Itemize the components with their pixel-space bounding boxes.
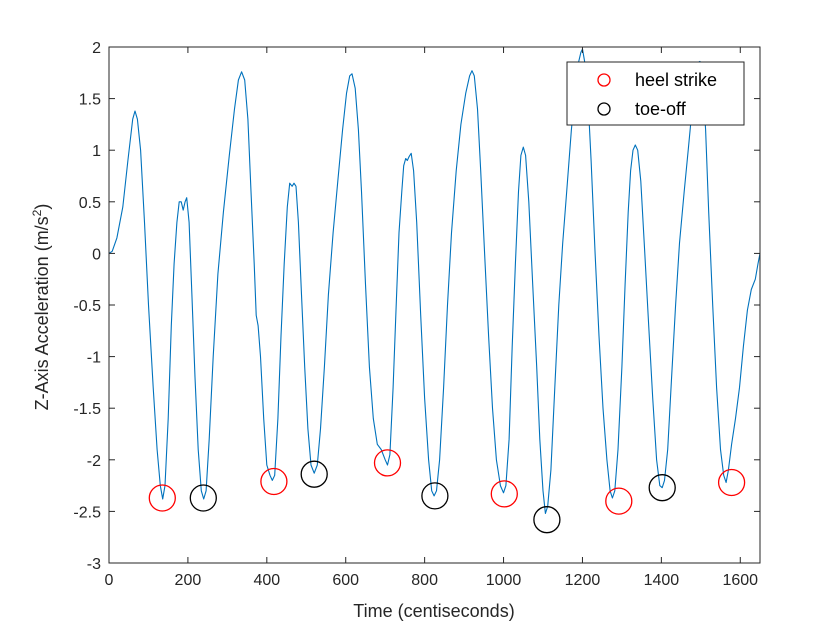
y-tick-label: -0.5 bbox=[73, 298, 101, 315]
heel-strike-marker bbox=[148, 484, 176, 512]
toe-off-marker bbox=[648, 474, 676, 502]
y-axis-label-exponent: 2 bbox=[30, 209, 44, 216]
legend-box bbox=[566, 61, 745, 126]
x-tick-label: 0 bbox=[105, 572, 114, 589]
legend-label-heel-strike: heel strike bbox=[635, 70, 717, 90]
x-axis-label: Time (centiseconds) bbox=[353, 601, 514, 621]
legend-label-toe-off: toe-off bbox=[635, 99, 687, 119]
y-tick-label: -1.5 bbox=[73, 401, 101, 418]
heel-strike-marker bbox=[260, 467, 288, 496]
toe-off-marker bbox=[300, 460, 328, 488]
x-tick-label: 1200 bbox=[565, 572, 601, 589]
y-axis-label-main: Z-Axis Acceleration (m/s bbox=[32, 216, 52, 410]
y-axis-label: Z-Axis Acceleration (m/s2) bbox=[30, 204, 52, 411]
plot-background bbox=[109, 47, 760, 563]
toe-off-marker bbox=[421, 482, 449, 510]
heel-strike-marker bbox=[717, 468, 746, 497]
axes: 0 200 400 600 800 1000 1200 1400 1600 2 1.5 1 0.5 0 -0… bbox=[73, 40, 761, 589]
toe-off-marker bbox=[533, 506, 561, 534]
y-tick-label: -3 bbox=[87, 556, 101, 573]
x-tick-label: 200 bbox=[175, 572, 202, 589]
x-tick-label: 400 bbox=[253, 572, 280, 589]
legend-marker-heel-strike bbox=[597, 73, 611, 87]
x-tick-label: 800 bbox=[411, 572, 438, 589]
y-tick-label: -2 bbox=[87, 453, 101, 470]
plot-content bbox=[109, 48, 760, 534]
x-tick-label: 1600 bbox=[722, 572, 758, 589]
toe-off-marker bbox=[189, 484, 217, 512]
y-tick-label: 1 bbox=[92, 143, 101, 160]
legend-marker-toe-off bbox=[597, 102, 611, 116]
heel-strike-marker bbox=[490, 480, 518, 508]
heel-strike-marker bbox=[605, 487, 633, 515]
x-tick-label: 1400 bbox=[644, 572, 680, 589]
plot-area bbox=[109, 47, 760, 563]
y-tick-label: -2.5 bbox=[73, 504, 101, 521]
x-tick-label: 600 bbox=[332, 572, 359, 589]
y-tick-label: 2 bbox=[92, 40, 101, 57]
legend: heel strike toe-off bbox=[566, 61, 745, 126]
y-tick-label: 0 bbox=[92, 246, 101, 263]
x-tick-label: 1000 bbox=[486, 572, 522, 589]
heel-strike-marker bbox=[373, 449, 402, 477]
axis-titles: Time (centiseconds) Z-Axis Acceleration … bbox=[30, 204, 515, 621]
y-tick-label: 1.5 bbox=[79, 92, 101, 109]
y-tick-label: 0.5 bbox=[79, 195, 101, 212]
acceleration-line bbox=[109, 48, 760, 515]
y-axis-label-close: ) bbox=[32, 204, 52, 210]
y-tick-label: -1 bbox=[87, 350, 101, 367]
